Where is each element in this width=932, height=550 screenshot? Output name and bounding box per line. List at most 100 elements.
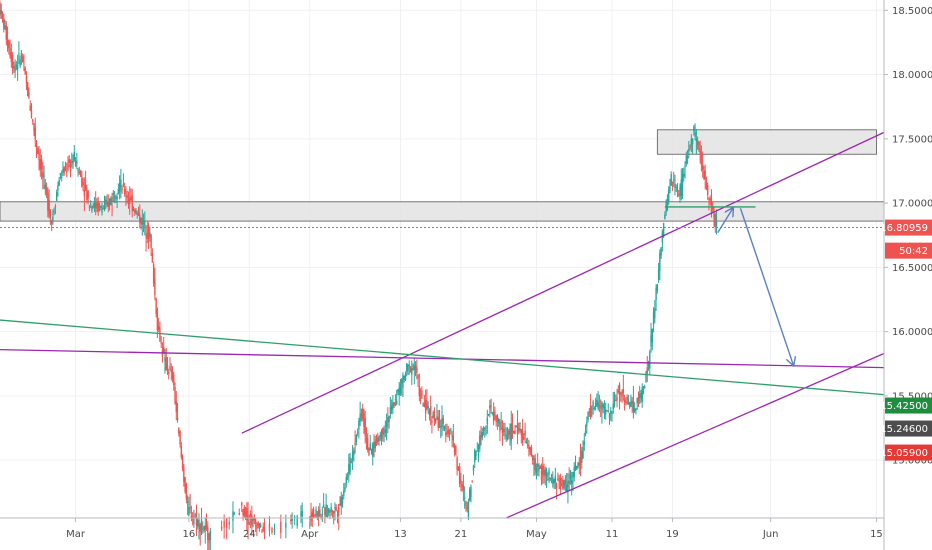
- candle-body[interactable]: [678, 194, 680, 196]
- candle-body[interactable]: [466, 506, 468, 510]
- candle-body[interactable]: [314, 514, 316, 516]
- candle-body[interactable]: [708, 198, 710, 200]
- candle-body[interactable]: [24, 67, 26, 75]
- candle-body[interactable]: [540, 470, 543, 480]
- candle-body[interactable]: [436, 416, 438, 418]
- candle-body[interactable]: [54, 206, 57, 208]
- candle-body[interactable]: [34, 127, 36, 140]
- candle-body[interactable]: [33, 122, 35, 131]
- candle-body[interactable]: [404, 374, 407, 381]
- candle-body[interactable]: [259, 524, 262, 528]
- candle-body[interactable]: [163, 346, 165, 353]
- candle-body[interactable]: [564, 480, 567, 485]
- candle-body[interactable]: [68, 159, 70, 163]
- candle-body[interactable]: [369, 443, 371, 451]
- candle-body[interactable]: [195, 512, 198, 526]
- candle-body[interactable]: [675, 187, 677, 189]
- candle-body[interactable]: [633, 408, 636, 412]
- candle-body[interactable]: [181, 455, 184, 468]
- candle-body[interactable]: [233, 513, 235, 515]
- candle-body[interactable]: [688, 148, 690, 152]
- candle-body[interactable]: [316, 513, 319, 516]
- candle-body[interactable]: [77, 169, 79, 172]
- candle-body[interactable]: [252, 518, 254, 521]
- candle-body[interactable]: [262, 526, 264, 531]
- candle-body[interactable]: [504, 433, 506, 435]
- candle-body[interactable]: [623, 399, 626, 403]
- candle-body[interactable]: [349, 457, 351, 472]
- candle-body[interactable]: [664, 214, 666, 220]
- candle-body[interactable]: [140, 218, 142, 225]
- candle-body[interactable]: [62, 169, 64, 174]
- candle-body[interactable]: [650, 334, 652, 347]
- candle-body[interactable]: [475, 450, 477, 456]
- candle-body[interactable]: [479, 435, 481, 450]
- candle-body[interactable]: [197, 520, 199, 527]
- candle-body[interactable]: [204, 525, 206, 530]
- candle-body[interactable]: [693, 126, 695, 132]
- candle-body[interactable]: [549, 477, 551, 480]
- candle-body[interactable]: [606, 410, 608, 412]
- candle-body[interactable]: [647, 363, 650, 366]
- candle-body[interactable]: [320, 516, 322, 518]
- candle-body[interactable]: [180, 446, 183, 458]
- candle-body[interactable]: [333, 511, 335, 514]
- candle-body[interactable]: [311, 512, 313, 520]
- candle-body[interactable]: [15, 64, 18, 67]
- candle-body[interactable]: [151, 253, 154, 263]
- candle-body[interactable]: [74, 160, 77, 167]
- candle-body[interactable]: [632, 401, 635, 412]
- candle-body[interactable]: [149, 232, 151, 237]
- candle-body[interactable]: [220, 526, 223, 529]
- candle-body[interactable]: [343, 490, 345, 496]
- candle-body[interactable]: [448, 432, 451, 435]
- candle-body[interactable]: [572, 472, 574, 478]
- candle-body[interactable]: [3, 18, 5, 29]
- candle-body[interactable]: [382, 427, 384, 435]
- candle-body[interactable]: [698, 142, 700, 150]
- candle-body[interactable]: [503, 429, 505, 433]
- candle-body[interactable]: [506, 434, 509, 440]
- candle-body[interactable]: [703, 170, 705, 179]
- candle-body[interactable]: [563, 480, 565, 489]
- candle-body[interactable]: [117, 189, 120, 194]
- candle-body[interactable]: [495, 415, 497, 422]
- candle-body[interactable]: [640, 393, 642, 398]
- candle-body[interactable]: [141, 218, 143, 225]
- candle-body[interactable]: [136, 213, 138, 216]
- candle-body[interactable]: [107, 202, 109, 207]
- candle-body[interactable]: [589, 405, 592, 417]
- candle-body[interactable]: [701, 164, 704, 170]
- candle-body[interactable]: [524, 430, 526, 436]
- candle-body[interactable]: [428, 410, 431, 415]
- candle-body[interactable]: [378, 436, 380, 442]
- candle-body[interactable]: [392, 402, 394, 409]
- candle-body[interactable]: [346, 475, 349, 477]
- candle-body[interactable]: [622, 389, 625, 394]
- candle-body[interactable]: [335, 507, 337, 511]
- candle-body[interactable]: [40, 159, 43, 169]
- candle-body[interactable]: [129, 197, 131, 205]
- candle-body[interactable]: [579, 458, 582, 462]
- candle-body[interactable]: [291, 518, 293, 522]
- candle-body[interactable]: [246, 507, 248, 521]
- candle-body[interactable]: [91, 206, 93, 211]
- candle-body[interactable]: [97, 202, 99, 212]
- candle-body[interactable]: [84, 184, 87, 191]
- candle-body[interactable]: [611, 411, 613, 414]
- candle-body[interactable]: [296, 516, 298, 526]
- candle-body[interactable]: [251, 515, 253, 526]
- candle-body[interactable]: [531, 455, 534, 461]
- candle-body[interactable]: [550, 474, 553, 477]
- candle-body[interactable]: [696, 140, 699, 146]
- candle-body[interactable]: [437, 416, 439, 428]
- candle-body[interactable]: [285, 522, 287, 528]
- candle-body[interactable]: [435, 418, 437, 423]
- candle-body[interactable]: [470, 486, 472, 498]
- candle-body[interactable]: [155, 298, 157, 314]
- candle-body[interactable]: [422, 404, 424, 407]
- candle-body[interactable]: [361, 408, 364, 419]
- candle-body[interactable]: [28, 92, 30, 99]
- candle-body[interactable]: [372, 443, 374, 457]
- candle-body[interactable]: [387, 417, 389, 423]
